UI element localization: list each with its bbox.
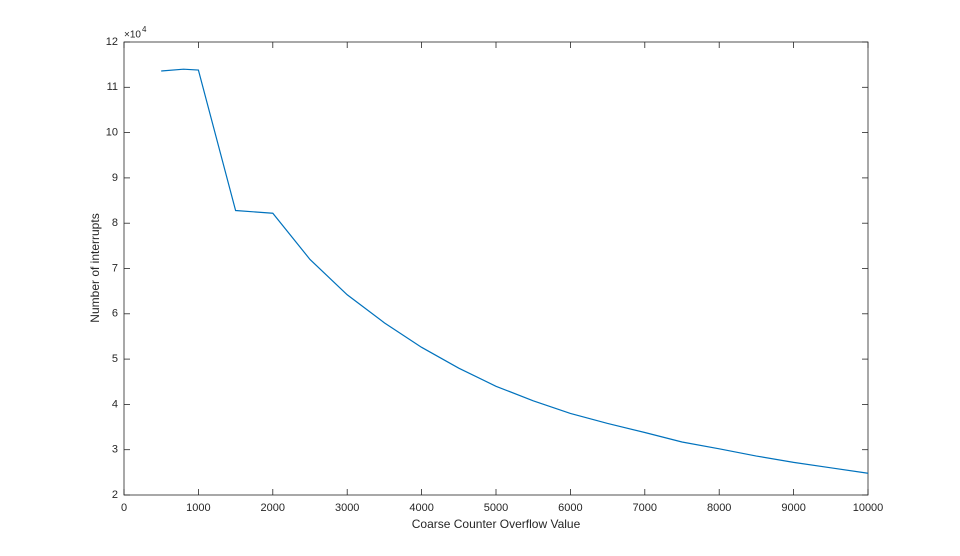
line [161,68,869,474]
y-tick-label: 6 [112,308,118,320]
y-tick-label: 3 [112,444,118,456]
x-tick-label: 9000 [781,502,805,514]
x-tick-label: 0 [121,502,127,514]
y-tick-label: 12 [106,36,118,48]
y-tick-label: 5 [112,353,118,365]
x-tick-label: 2000 [261,502,285,514]
plot-box [123,41,869,496]
x-tick-label: 10000 [853,502,884,514]
y-tick-label: 4 [112,398,118,410]
x-tick-label: 5000 [484,502,508,514]
y-scale-base: ×10 [124,30,141,41]
y-tick-label: 10 [106,127,118,139]
y-tick-label: 11 [107,81,118,93]
x-tick-label: 7000 [633,502,657,514]
x-tick-label: 6000 [558,502,582,514]
y-tick-label: 7 [112,262,118,274]
y-tick-label: 8 [112,217,118,229]
y-axis-label: Number of interrupts [88,213,102,322]
y-scale-exponent: 4 [142,25,147,34]
y-tick-label: 9 [112,172,118,184]
x-axis-label: Coarse Counter Overflow Value [412,517,581,531]
x-tick-label: 3000 [335,502,359,514]
x-tick-label: 4000 [409,502,433,514]
x-tick-label: 1000 [186,502,210,514]
x-tick-label: 8000 [707,502,731,514]
y-tick-label: 2 [112,489,118,501]
